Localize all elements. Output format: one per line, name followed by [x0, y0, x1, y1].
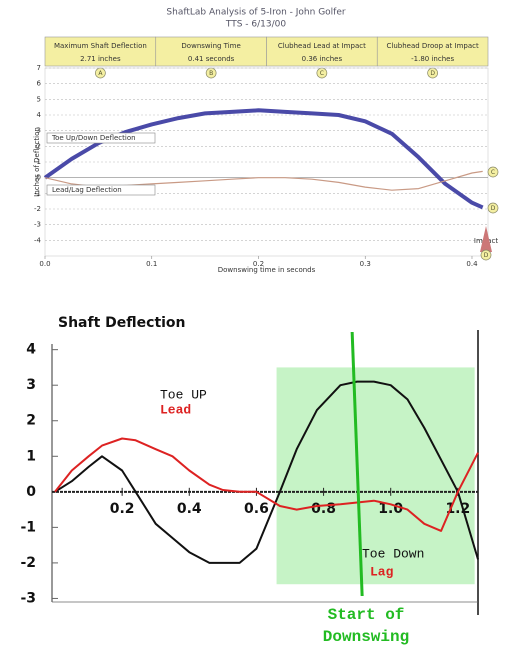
y-tick-label: -2	[20, 555, 36, 571]
panel-label: Clubhead Lead at Impact	[278, 42, 366, 50]
panel	[44, 36, 157, 67]
y-tick-label: 1	[37, 158, 41, 166]
annotation: Toe Down	[362, 546, 424, 561]
y-tick-label: 6	[37, 80, 42, 88]
y-tick-label: 2	[37, 142, 41, 150]
y-tick-label: -4	[34, 236, 42, 244]
panel-label: Downswing Time	[181, 42, 240, 50]
y-tick-label: 7	[37, 64, 41, 72]
y-tick-label: -3	[20, 590, 36, 606]
panel-label: Maximum Shaft Deflection	[54, 42, 147, 50]
annotation: Lag	[370, 564, 394, 579]
marker-letter: C	[491, 169, 495, 176]
x-axis-label: Downswing time in seconds	[218, 266, 316, 274]
x-tick-label: 0.1	[146, 260, 157, 268]
downswing-line	[350, 331, 364, 597]
marker-letter: C	[320, 70, 324, 77]
panel	[376, 36, 489, 67]
y-tick-label: -1	[20, 519, 36, 535]
legend-label: Toe UP	[160, 387, 207, 402]
x-tick-label: 0.4	[466, 260, 478, 268]
series-line	[54, 380, 479, 564]
x-tick-label: 1.0	[378, 501, 403, 517]
impact-arrow	[480, 226, 492, 252]
panel-value: 0.41 seconds	[188, 55, 235, 63]
y-tick-label: 5	[37, 95, 41, 103]
x-tick-label: 0.2	[110, 501, 135, 517]
marker-circle	[487, 166, 499, 178]
legend-box	[46, 132, 156, 144]
x-tick-label: 0.2	[253, 260, 264, 268]
chart-subtitle: TTS - 6/13/00	[225, 20, 286, 30]
y-tick-label: 3	[37, 127, 41, 135]
y-tick-label: 0	[26, 484, 36, 500]
marker-letter: D	[430, 70, 435, 77]
y-tick-label: 0	[37, 174, 41, 182]
marker-letter: D	[491, 205, 496, 212]
marker-circle	[480, 249, 492, 261]
y-tick-label: 2	[26, 413, 36, 429]
legend-box	[46, 184, 156, 196]
y-tick-label: 4	[37, 111, 42, 119]
panel-value: 0.36 inches	[302, 55, 343, 63]
marker-letter: A	[98, 70, 103, 77]
panel	[266, 36, 378, 67]
y-tick-label: -1	[34, 189, 41, 197]
marker-letter: B	[209, 70, 213, 77]
legend-label: Lead	[160, 402, 191, 417]
y-tick-label: -3	[34, 221, 41, 229]
x-tick-label: 0.0	[39, 260, 50, 268]
y-tick-label: 3	[26, 377, 36, 393]
series-line	[54, 437, 479, 532]
y-tick-label: -2	[34, 205, 41, 213]
panel-label: Clubhead Droop at Impact	[387, 42, 479, 50]
y-tick-label: 4	[26, 342, 36, 358]
chart-title: Shaft Deflection	[58, 315, 186, 331]
downswing-label: Downswing	[323, 628, 409, 646]
legend-label: Lead/Lag Deflection	[52, 186, 122, 194]
x-tick-label: 0.8	[311, 501, 336, 517]
panel-value: 2.71 inches	[80, 55, 121, 63]
y-axis-label: Inches of Deflection	[33, 127, 41, 197]
marker-circle	[487, 202, 499, 214]
x-tick-label: 0.6	[244, 501, 269, 517]
x-tick-label: 0.4	[177, 501, 202, 517]
y-tick-label: 1	[26, 448, 36, 464]
chart-title: ShaftLab Analysis of 5-Iron - John Golfe…	[166, 8, 345, 18]
x-tick-label: 0.3	[360, 260, 371, 268]
highlight-region	[276, 367, 475, 585]
marker-letter: D	[484, 252, 489, 259]
downswing-label: Start of	[328, 606, 405, 624]
panel-value: -1.80 inches	[411, 55, 454, 63]
legend-label: Toe Up/Down Deflection	[51, 134, 136, 142]
